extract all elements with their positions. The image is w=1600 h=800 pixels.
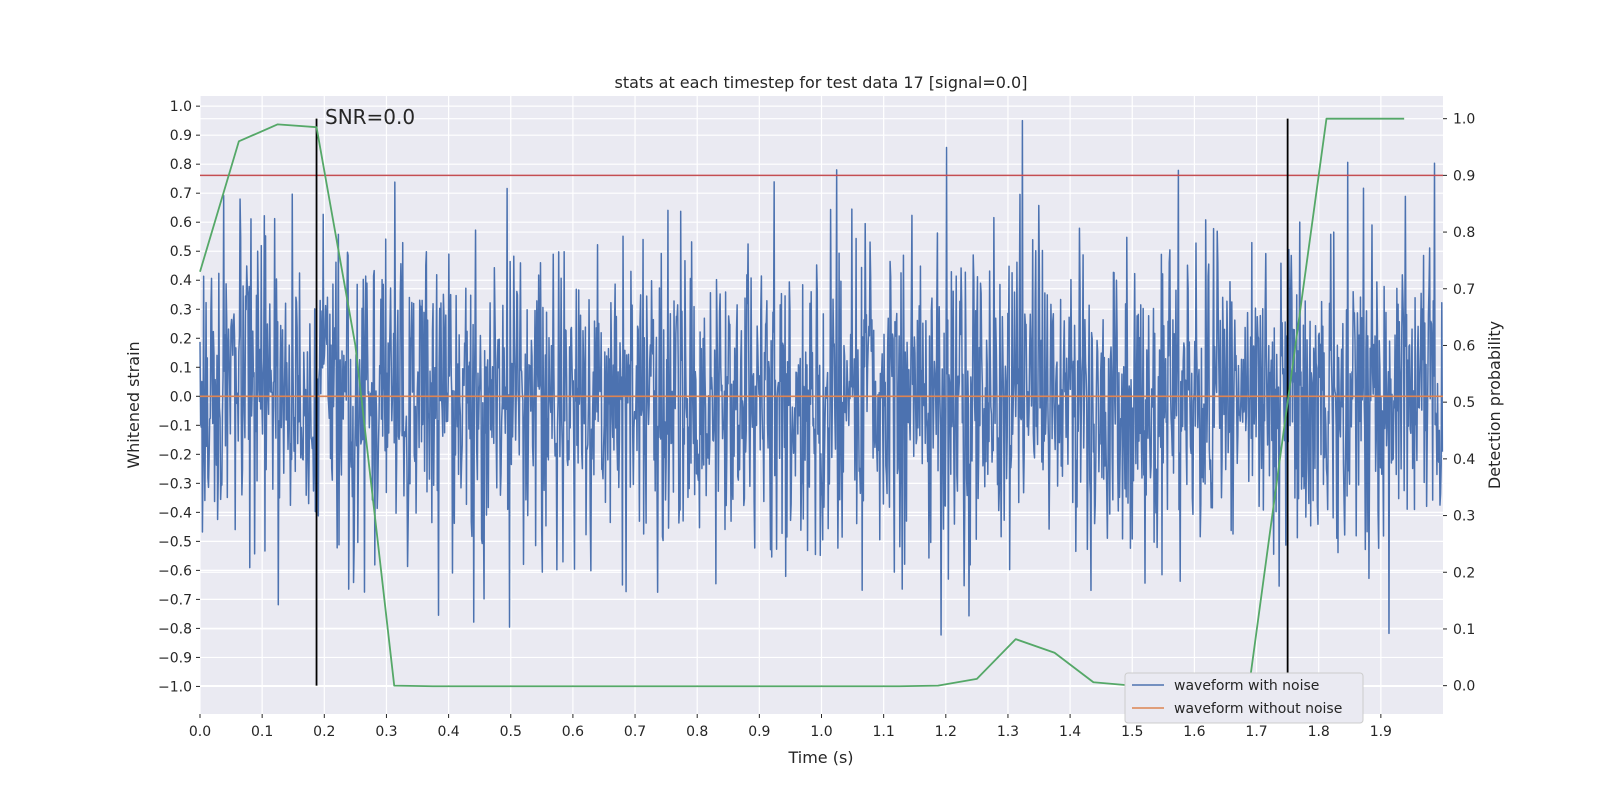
y-tick-label: −0.9 — [158, 650, 192, 666]
y2-tick-label: 0.8 — [1453, 225, 1475, 241]
legend: waveform with noise waveform without noi… — [1124, 672, 1364, 724]
y2-axis-label: Detection probability — [1485, 321, 1504, 489]
x-tick-label: 0.6 — [562, 724, 584, 740]
x-tick-label: 0.3 — [375, 724, 397, 740]
ticks: 0.0 0.1 0.2 0.3 0.4 0.5 0.6 0.7 0.8 0.9 1.0 1.1 1.2 1… — [158, 99, 1475, 740]
y-axis-label: Whitened strain — [124, 341, 143, 468]
legend-label-clean: waveform without noise — [1174, 701, 1342, 717]
y-tick-label: 0.1 — [170, 360, 192, 376]
y2-tick-label: 0.7 — [1453, 282, 1475, 298]
y-tick-label: −1.0 — [158, 679, 192, 695]
y-tick-label: 0.6 — [170, 215, 192, 231]
y2-tick-label: 0.6 — [1453, 338, 1475, 354]
snr-annotation: SNR=0.0 — [325, 105, 415, 129]
series-layer — [199, 117, 1444, 690]
y2-tick-label: 0.9 — [1453, 168, 1475, 184]
y-tick-label: −0.1 — [158, 418, 192, 434]
x-tick-label: 1.7 — [1245, 724, 1267, 740]
series-waveform-with-noise — [199, 119, 1444, 636]
y2-tick-label: 0.3 — [1453, 509, 1475, 525]
x-tick-label: 1.0 — [810, 724, 832, 740]
x-tick-label: 0.5 — [500, 724, 522, 740]
y-tick-label: 0.8 — [170, 157, 192, 173]
x-tick-label: 1.8 — [1308, 724, 1330, 740]
y2-tick-label: 1.0 — [1453, 112, 1475, 128]
y2-tick-label: 0.0 — [1453, 679, 1475, 695]
x-tick-label: 1.1 — [873, 724, 895, 740]
x-tick-label: 1.9 — [1370, 724, 1392, 740]
y-tick-label: 0.7 — [170, 186, 192, 202]
y-tick-label: 0.2 — [170, 331, 192, 347]
y-tick-label: −0.8 — [158, 621, 192, 637]
x-tick-label: 0.7 — [624, 724, 646, 740]
y-tick-label: −0.4 — [158, 505, 192, 521]
y-tick-label: −0.5 — [158, 534, 192, 550]
y2-tick-label: 0.4 — [1453, 452, 1475, 468]
x-tick-label: 0.9 — [748, 724, 770, 740]
y-tick-label: −0.6 — [158, 563, 192, 579]
x-axis-label: Time (s) — [787, 748, 853, 767]
x-tick-label: 0.8 — [686, 724, 708, 740]
y-tick-label: 1.0 — [170, 99, 192, 115]
x-tick-label: 0.4 — [437, 724, 459, 740]
y2-tick-label: 0.5 — [1453, 395, 1475, 411]
x-tick-label: 0.0 — [189, 724, 211, 740]
x-tick-label: 1.3 — [997, 724, 1019, 740]
y2-tick-label: 0.1 — [1453, 622, 1475, 638]
y2-tick-label: 0.2 — [1453, 565, 1475, 581]
chart-title: stats at each timestep for test data 17 … — [615, 73, 1028, 92]
y-tick-label: 0.4 — [170, 273, 192, 289]
x-tick-label: 0.2 — [313, 724, 335, 740]
y-tick-label: 0.5 — [170, 244, 192, 260]
y-tick-label: −0.3 — [158, 476, 192, 492]
y-tick-label: −0.2 — [158, 447, 192, 463]
x-tick-label: 1.4 — [1059, 724, 1081, 740]
legend-box — [1124, 672, 1364, 724]
x-tick-label: 1.2 — [935, 724, 957, 740]
y-tick-label: 0.9 — [170, 128, 192, 144]
legend-label-noise: waveform with noise — [1174, 678, 1319, 694]
x-tick-label: 1.5 — [1121, 724, 1143, 740]
x-tick-label: 0.1 — [251, 724, 273, 740]
y-tick-label: 0.3 — [170, 302, 192, 318]
x-tick-label: 1.6 — [1183, 724, 1205, 740]
y-tick-label: 0.0 — [170, 389, 192, 405]
y-tick-label: −0.7 — [158, 592, 192, 608]
